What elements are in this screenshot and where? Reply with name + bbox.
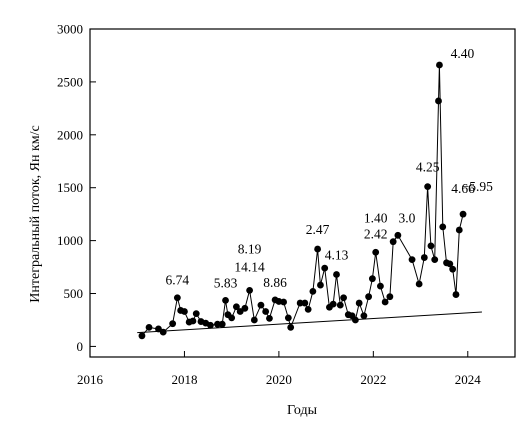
annotation-group: 6.74 5.83 8.19 14.148.86 2.47 4.13 1.402.42 3.0… xyxy=(166,46,494,290)
data-point xyxy=(415,280,423,288)
data-point xyxy=(207,321,214,329)
plot-frame xyxy=(89,28,516,358)
data-point xyxy=(381,298,389,306)
data-point xyxy=(365,293,373,301)
data-point xyxy=(424,183,432,191)
data-point xyxy=(222,296,229,304)
data-point xyxy=(340,294,347,302)
data-point xyxy=(192,310,200,318)
data-point xyxy=(262,308,270,315)
data-label: 2.42 xyxy=(364,226,388,241)
data-label: 3.0 xyxy=(398,210,415,225)
data-point xyxy=(459,210,467,218)
x-tick-label: 2024 xyxy=(455,372,482,387)
data-label: 4.40 xyxy=(451,46,475,61)
data-point xyxy=(266,314,273,322)
data-point xyxy=(377,282,384,290)
data-point xyxy=(446,260,454,268)
data-point xyxy=(329,300,337,308)
data-point xyxy=(246,286,254,294)
data-label: 14.14 xyxy=(234,259,265,274)
data-point xyxy=(284,314,292,322)
data-point xyxy=(232,303,240,311)
data-label: 6.74 xyxy=(166,273,190,288)
data-point xyxy=(336,301,344,309)
x-tick-label: 2018 xyxy=(171,372,197,387)
data-point xyxy=(333,271,340,278)
data-label: −5.95 xyxy=(462,179,493,194)
data-point xyxy=(214,320,221,328)
data-point xyxy=(317,281,324,289)
data-point xyxy=(355,299,363,307)
data-point xyxy=(436,61,443,69)
data-point xyxy=(420,254,428,261)
y-tick-label: 0 xyxy=(77,339,84,354)
data-point xyxy=(145,323,153,331)
y-tick-label: 500 xyxy=(64,286,84,301)
x-tick-label: 2022 xyxy=(360,372,386,387)
data-point xyxy=(452,291,460,298)
data-label: 8.19 xyxy=(238,241,262,256)
y-axis-title: Интегральный поток, Ян км/с xyxy=(28,125,43,302)
data-point xyxy=(287,323,295,331)
data-point xyxy=(301,299,309,307)
x-axis-title: Годы xyxy=(287,403,318,418)
data-point xyxy=(408,256,416,264)
y-tick-label: 3000 xyxy=(57,22,83,37)
data-label: 4.13 xyxy=(325,247,349,262)
data-point xyxy=(218,320,226,328)
data-point xyxy=(372,248,380,256)
axes: 0 500 1000 1500 2000 2500 3000 2016 2018 2020 2022… xyxy=(57,22,516,387)
data-point xyxy=(138,332,146,340)
data-point xyxy=(439,223,447,231)
series-group xyxy=(138,61,467,340)
y-tick-label: 1500 xyxy=(57,180,83,195)
y-tick-label: 2500 xyxy=(57,74,83,89)
data-label: 4.25 xyxy=(416,160,440,175)
data-label: 4.66 xyxy=(451,181,475,196)
data-point xyxy=(181,308,188,315)
data-point xyxy=(257,301,265,309)
data-label: 1.40 xyxy=(364,210,388,225)
data-point xyxy=(228,314,236,322)
x-tick-label: 2016 xyxy=(77,372,104,387)
data-point xyxy=(173,294,181,302)
data-point xyxy=(304,305,312,313)
data-point xyxy=(427,242,435,250)
data-point xyxy=(431,256,439,264)
x-tick-label: 2020 xyxy=(266,372,292,387)
trend-line xyxy=(137,311,482,334)
data-point xyxy=(296,299,304,307)
data-point xyxy=(189,317,197,325)
data-point xyxy=(360,312,368,320)
data-point xyxy=(280,298,288,306)
data-point xyxy=(314,245,322,253)
data-point xyxy=(159,328,167,336)
data-point xyxy=(449,265,457,273)
data-point xyxy=(351,316,359,324)
data-point xyxy=(394,231,402,239)
y-tick-label: 2000 xyxy=(57,127,83,142)
y-tick-label: 1000 xyxy=(57,233,83,248)
data-label: 2.47 xyxy=(306,222,330,237)
trend-line-group xyxy=(137,311,482,334)
data-point xyxy=(455,226,463,234)
data-label: 5.83 xyxy=(214,275,238,290)
data-point xyxy=(386,293,394,301)
data-point xyxy=(309,288,317,295)
data-point xyxy=(368,275,376,283)
data-point xyxy=(321,264,329,272)
data-point xyxy=(389,238,397,246)
data-label: 8.86 xyxy=(263,275,287,290)
series-line xyxy=(141,64,464,337)
data-point xyxy=(250,316,258,324)
data-point xyxy=(435,97,442,105)
data-point xyxy=(241,304,249,312)
data-point xyxy=(169,320,177,328)
